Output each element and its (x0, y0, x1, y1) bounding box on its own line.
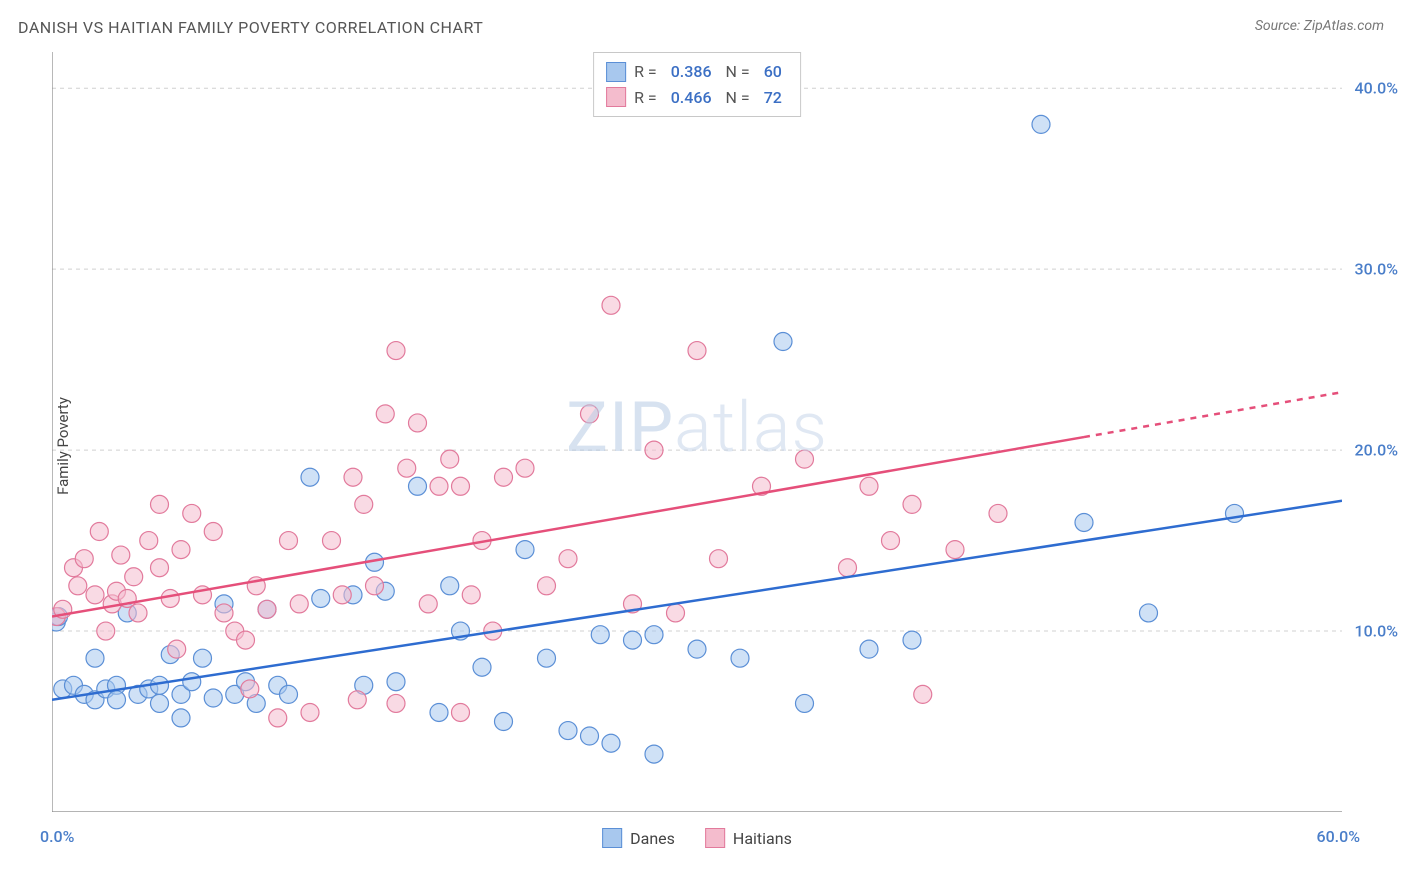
x-max-label: 60.0% (1316, 827, 1360, 846)
chart-container: DANISH VS HAITIAN FAMILY POVERTY CORRELA… (0, 0, 1406, 892)
source-label: Source: ZipAtlas.com (1255, 18, 1384, 34)
swatch-danes-bottom (602, 828, 622, 848)
x-min-label: 0.0% (40, 827, 74, 846)
plot-area: ZIPatlas R = 0.386 N = 60 R = 0.466 N = … (52, 52, 1342, 812)
series-legend-haitians: Haitians (705, 828, 792, 848)
legend-r-key-1: R = (634, 85, 657, 111)
chart-title: DANISH VS HAITIAN FAMILY POVERTY CORRELA… (18, 18, 483, 37)
swatch-haitians-bottom (705, 828, 725, 848)
series-legend-danes: Danes (602, 828, 675, 848)
legend-row-haitians: R = 0.466 N = 72 (606, 85, 788, 111)
legend-n-val-0: 60 (758, 59, 788, 85)
series-name-0: Danes (630, 829, 675, 848)
swatch-haitians (606, 87, 626, 107)
legend-r-val-1: 0.466 (665, 85, 718, 111)
legend-n-val-1: 72 (758, 85, 788, 111)
legend-n-key-0: N = (726, 59, 750, 85)
legend-r-val-0: 0.386 (665, 59, 718, 85)
correlation-legend: R = 0.386 N = 60 R = 0.466 N = 72 (593, 52, 801, 117)
y-tick-label: 20.0% (1354, 441, 1398, 460)
series-name-1: Haitians (733, 829, 792, 848)
y-tick-label: 10.0% (1354, 622, 1398, 641)
y-tick-label: 30.0% (1354, 260, 1398, 279)
legend-r-key-0: R = (634, 59, 657, 85)
legend-n-key-1: N = (726, 85, 750, 111)
y-tick-label: 40.0% (1354, 79, 1398, 98)
legend-row-danes: R = 0.386 N = 60 (606, 59, 788, 85)
series-legend: Danes Haitians (602, 828, 792, 848)
swatch-danes (606, 62, 626, 82)
scatter-svg (52, 52, 1342, 812)
